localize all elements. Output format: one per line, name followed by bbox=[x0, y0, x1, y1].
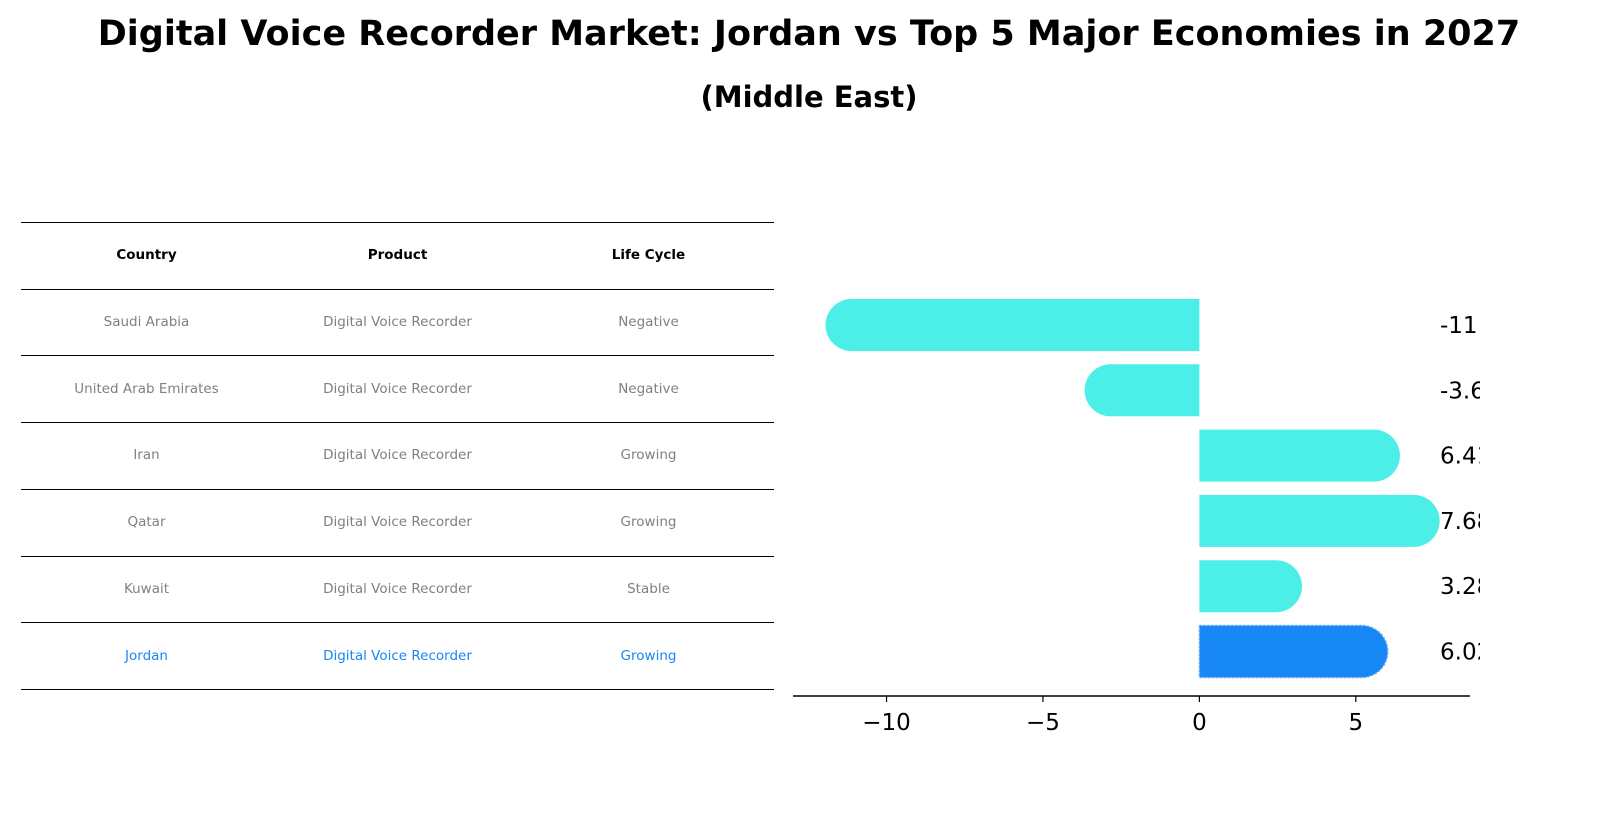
table-cell: Digital Voice Recorder bbox=[323, 314, 472, 331]
table-rule bbox=[21, 288, 774, 290]
table-cell: Iran bbox=[133, 447, 160, 464]
table-header-cell: Country bbox=[116, 247, 177, 264]
data-label: 7.68% bbox=[1440, 509, 1480, 535]
table-rule bbox=[21, 355, 774, 357]
table-header-cell: Life Cycle bbox=[611, 247, 686, 264]
table-cell: Stable bbox=[627, 580, 670, 597]
table-cell: Digital Voice Recorder bbox=[323, 447, 472, 464]
x-tick-label: −5 bbox=[1026, 710, 1060, 736]
table-cell: Negative bbox=[618, 314, 679, 331]
growth-bar-chart: -11.95% -3.67% 6.41% 7.68% 3.28% 6.02% −10 −5 0 5 bbox=[793, 299, 1480, 736]
table-cell: Growing bbox=[620, 447, 677, 464]
table-cell: Negative bbox=[618, 380, 679, 397]
table-rule bbox=[21, 622, 774, 624]
x-tick-label: 5 bbox=[1348, 710, 1363, 736]
data-label: -11.95% bbox=[1440, 313, 1480, 339]
bar-iran bbox=[1199, 429, 1400, 482]
data-label: 6.41% bbox=[1440, 444, 1480, 470]
bar-jordan bbox=[1198, 624, 1389, 679]
bar-united-arab-emirates bbox=[1084, 364, 1200, 417]
data-label: 3.28% bbox=[1440, 574, 1480, 600]
table-rule bbox=[21, 555, 774, 557]
table-header-cell: Product bbox=[367, 247, 428, 264]
table-rule bbox=[21, 422, 774, 424]
table-cell: Digital Voice Recorder bbox=[323, 380, 472, 397]
bar-qatar bbox=[1199, 494, 1440, 547]
table-cell: Qatar bbox=[127, 514, 166, 531]
table-cell: Jordan bbox=[125, 647, 168, 664]
table-cell: Digital Voice Recorder bbox=[323, 647, 472, 664]
bar-saudi-arabia bbox=[825, 299, 1200, 351]
chart-title: Digital Voice Recorder Market: Jordan vs… bbox=[97, 14, 1521, 54]
table-cell: Digital Voice Recorder bbox=[323, 580, 472, 597]
table-rule bbox=[21, 688, 774, 690]
data-label: -3.67% bbox=[1440, 378, 1480, 404]
table-cell: Kuwait bbox=[123, 580, 170, 597]
data-label: 6.02% bbox=[1440, 640, 1480, 666]
table-cell: Digital Voice Recorder bbox=[323, 514, 472, 531]
table-rule bbox=[21, 488, 774, 490]
table-cell: Saudi Arabia bbox=[103, 314, 190, 331]
table-cell: Growing bbox=[620, 514, 677, 531]
table-rule bbox=[21, 222, 774, 223]
table-cell: United Arab Emirates bbox=[74, 380, 219, 397]
chart-subtitle: (Middle East) bbox=[700, 80, 918, 114]
bar-kuwait bbox=[1199, 560, 1303, 613]
x-tick-label: 0 bbox=[1192, 710, 1207, 736]
x-tick-label: −10 bbox=[862, 710, 911, 736]
table-cell: Growing bbox=[620, 647, 677, 664]
